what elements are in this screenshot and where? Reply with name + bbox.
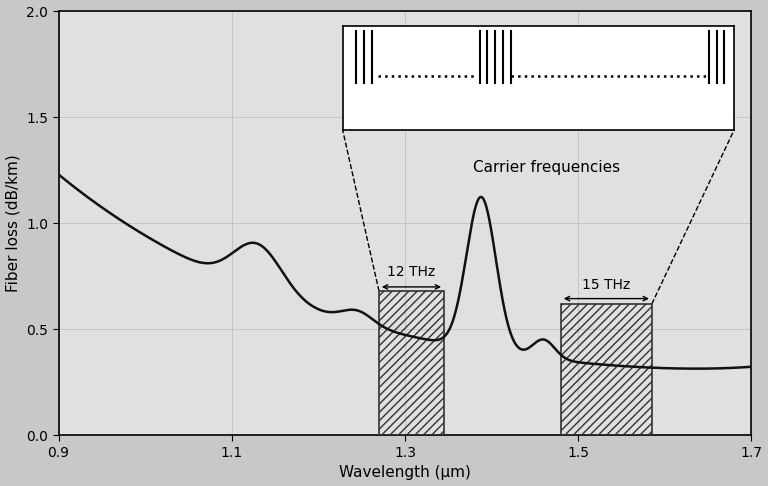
Bar bbox=[561, 304, 652, 435]
X-axis label: Wavelength (μm): Wavelength (μm) bbox=[339, 466, 471, 481]
Bar bbox=[379, 291, 444, 435]
Text: Carrier frequencies: Carrier frequencies bbox=[472, 159, 620, 174]
Text: 12 THz: 12 THz bbox=[387, 265, 435, 279]
Text: 15 THz: 15 THz bbox=[582, 278, 631, 292]
Y-axis label: Fiber loss (dB/km): Fiber loss (dB/km) bbox=[5, 155, 21, 292]
